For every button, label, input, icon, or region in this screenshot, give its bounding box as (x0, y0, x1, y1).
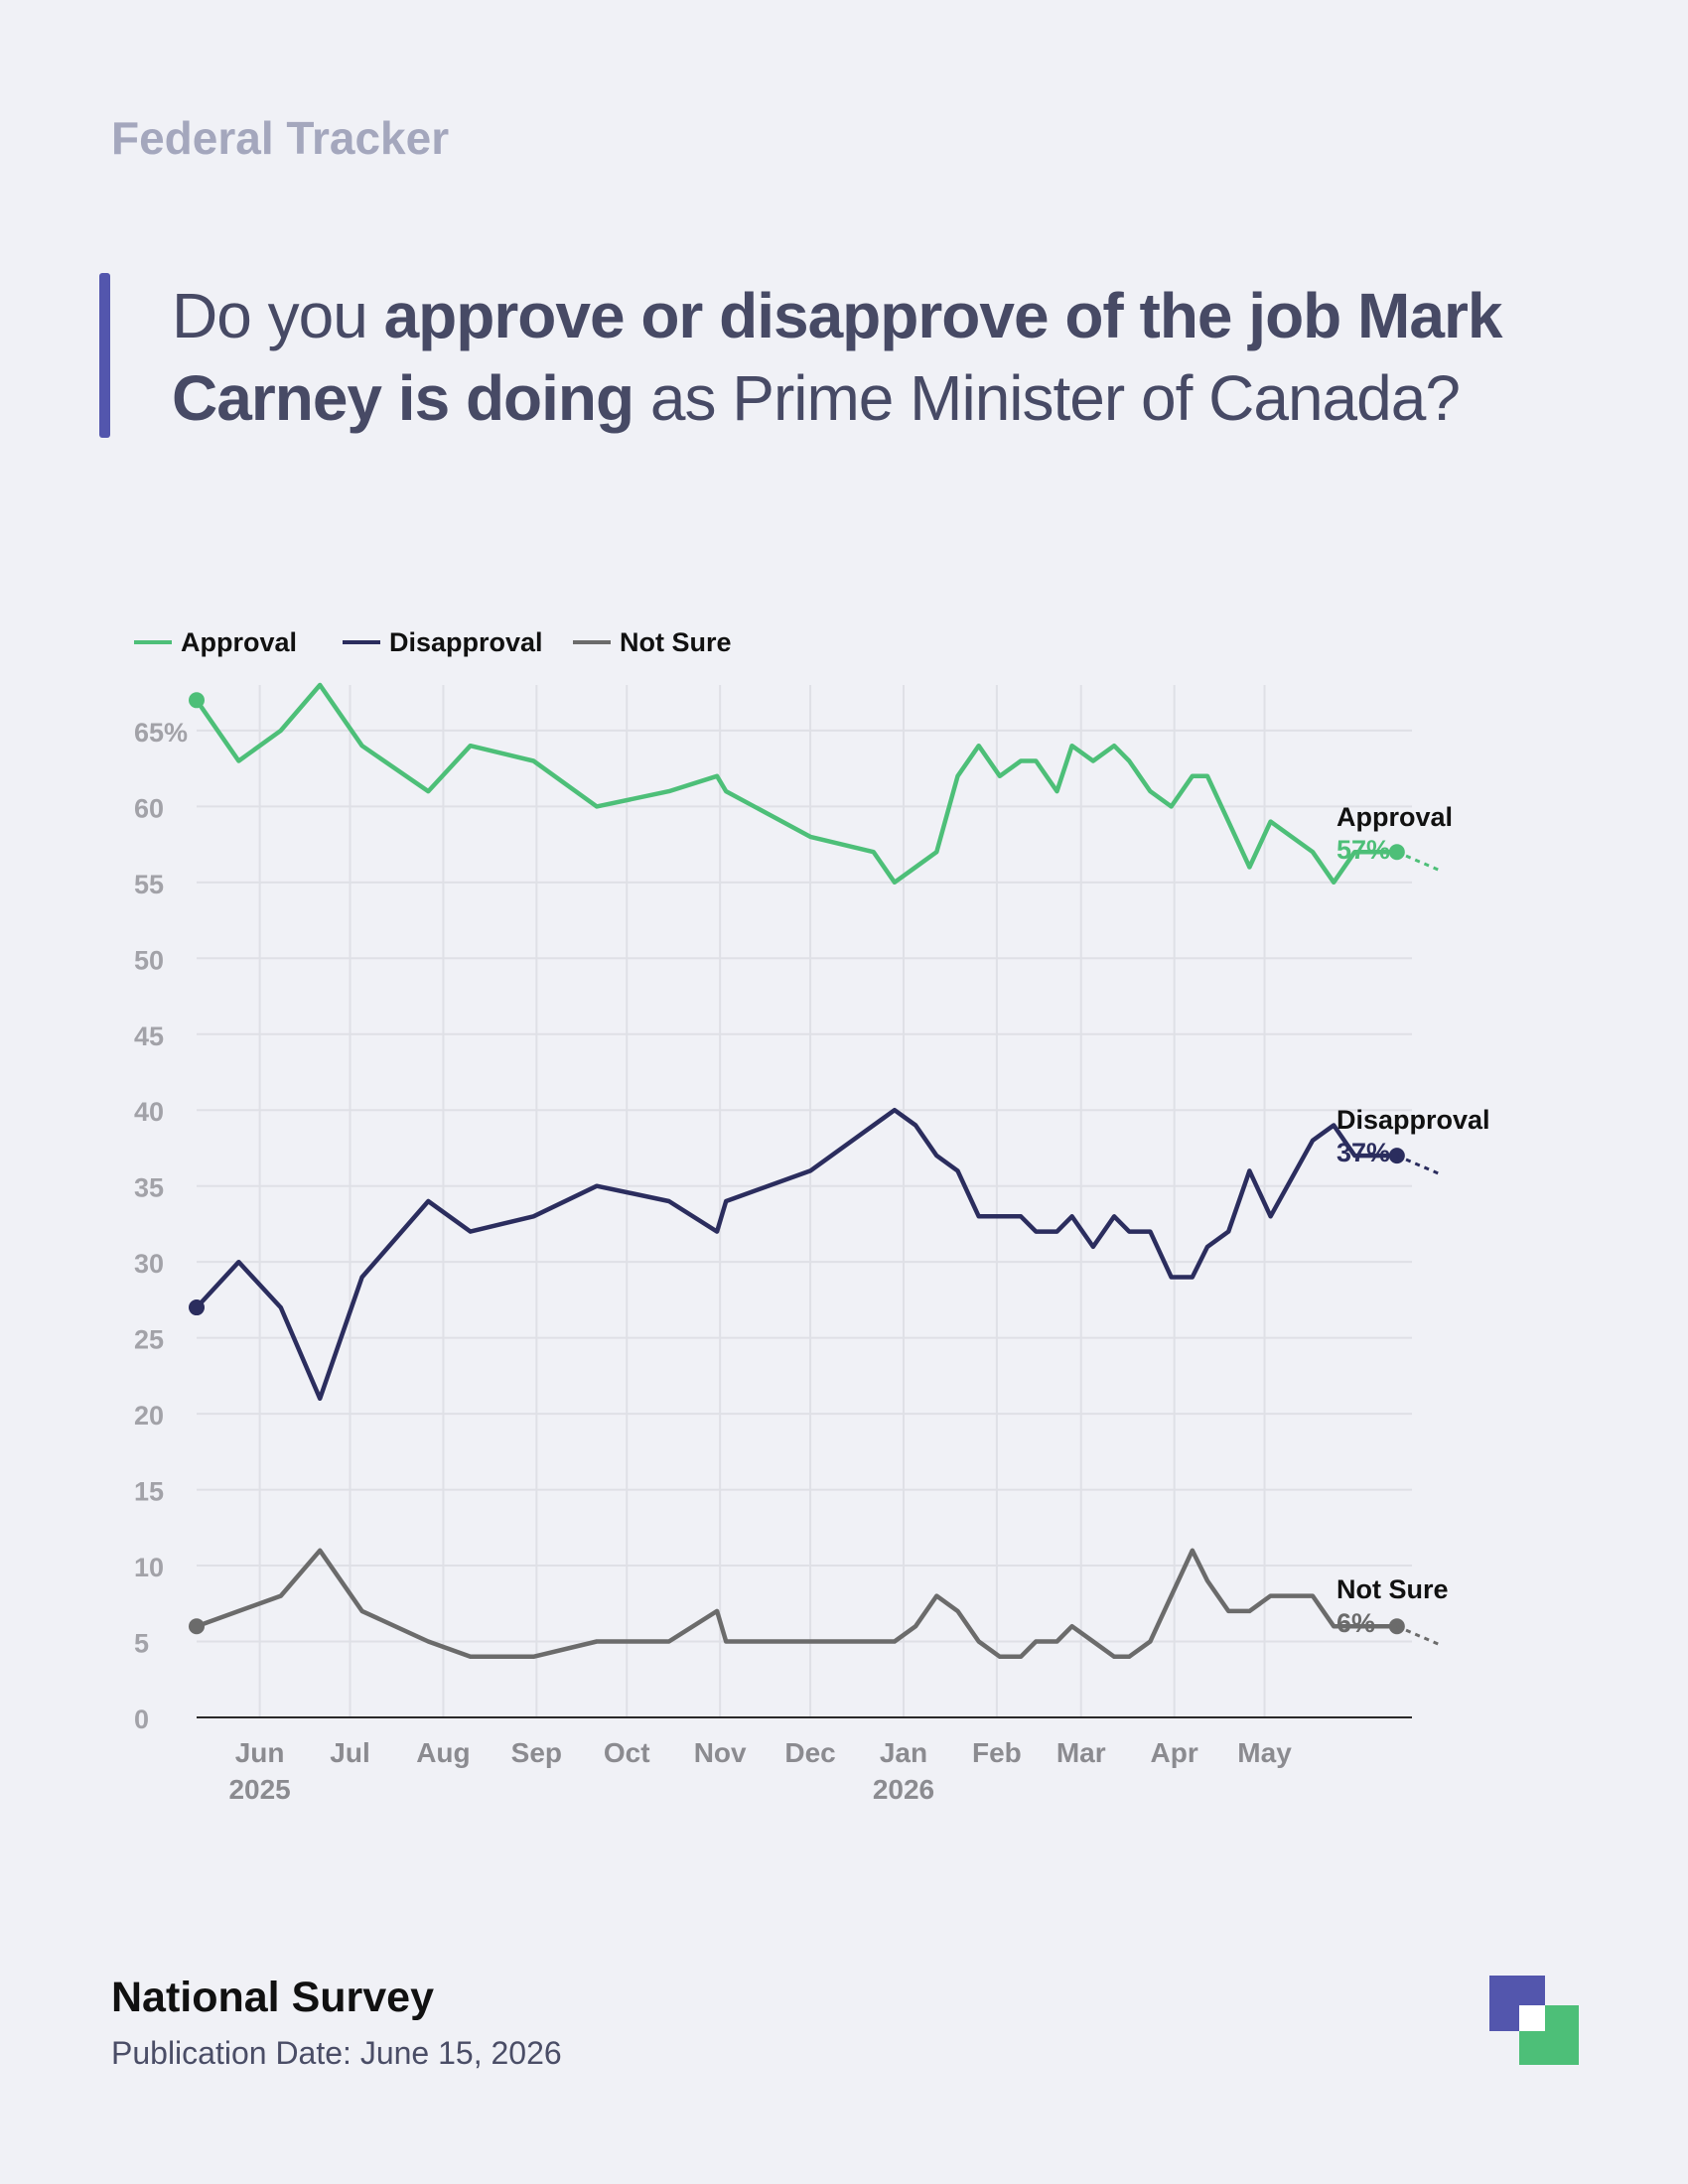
tracker-label: Federal Tracker (111, 112, 450, 164)
y-tick-label: 5 (134, 1629, 149, 1659)
x-tick-year: 2025 (228, 1774, 290, 1805)
x-tick-label: Oct (604, 1737, 650, 1768)
series-end-label: Not Sure (1336, 1574, 1449, 1604)
y-tick-label: 45 (134, 1022, 164, 1051)
series-end-label: Approval (1336, 802, 1453, 832)
series-end-leader (1396, 1624, 1440, 1646)
series-end-label: Disapproval (1336, 1105, 1490, 1135)
y-tick-label: 65% (134, 718, 188, 748)
x-tick-label: Jun (235, 1737, 285, 1768)
y-tick-label: 0 (134, 1705, 149, 1734)
y-tick-label: 15 (134, 1477, 164, 1507)
y-tick-label: 25 (134, 1325, 164, 1355)
question-part: approve or disapprove of the job Mark Ca… (172, 280, 1502, 434)
series-line (194, 1548, 1400, 1660)
question-part: Do you (172, 280, 384, 351)
series-end-leader (1396, 1154, 1440, 1175)
legend-label: Disapproval (389, 627, 543, 657)
brand-logo (1489, 1976, 1579, 2065)
x-tick-label: Mar (1056, 1737, 1106, 1768)
series-line (194, 682, 1400, 886)
y-tick-label: 40 (134, 1097, 164, 1127)
series-start-point (189, 692, 205, 709)
accent-bar (99, 273, 110, 438)
series-end-value: 37% (1336, 1138, 1390, 1167)
y-tick-label: 55 (134, 870, 164, 899)
x-tick-label: May (1237, 1737, 1292, 1768)
x-tick-label: Apr (1151, 1737, 1198, 1768)
x-tick-label: Feb (972, 1737, 1022, 1768)
legend-label: Not Sure (620, 627, 732, 657)
footer-title: National Survey (111, 1974, 434, 2021)
y-tick-label: 60 (134, 793, 164, 823)
x-tick-label: Jan (880, 1737, 927, 1768)
y-tick-label: 30 (134, 1249, 164, 1279)
series-end-leader (1396, 850, 1440, 872)
y-tick-label: 10 (134, 1553, 164, 1582)
y-tick-label: 50 (134, 945, 164, 975)
x-tick-label: Jul (330, 1737, 369, 1768)
x-tick-label: Dec (784, 1737, 835, 1768)
y-tick-label: 20 (134, 1401, 164, 1431)
series-line (194, 1107, 1400, 1402)
publication-date: Publication Date: June 15, 2026 (111, 2035, 562, 2071)
x-tick-label: Sep (511, 1737, 562, 1768)
survey-question: Do you approve or disapprove of the job … (172, 275, 1562, 440)
legend-label: Approval (181, 627, 297, 657)
series-start-point (189, 1618, 205, 1635)
x-tick-year: 2026 (873, 1774, 934, 1805)
series-end-value: 6% (1336, 1608, 1375, 1638)
x-tick-label: Aug (416, 1737, 470, 1768)
series-end-value: 57% (1336, 835, 1390, 865)
x-tick-label: Nov (694, 1737, 747, 1768)
y-tick-label: 35 (134, 1173, 164, 1203)
series-start-point (189, 1299, 205, 1316)
question-part: as Prime Minister of Canada? (633, 362, 1461, 434)
